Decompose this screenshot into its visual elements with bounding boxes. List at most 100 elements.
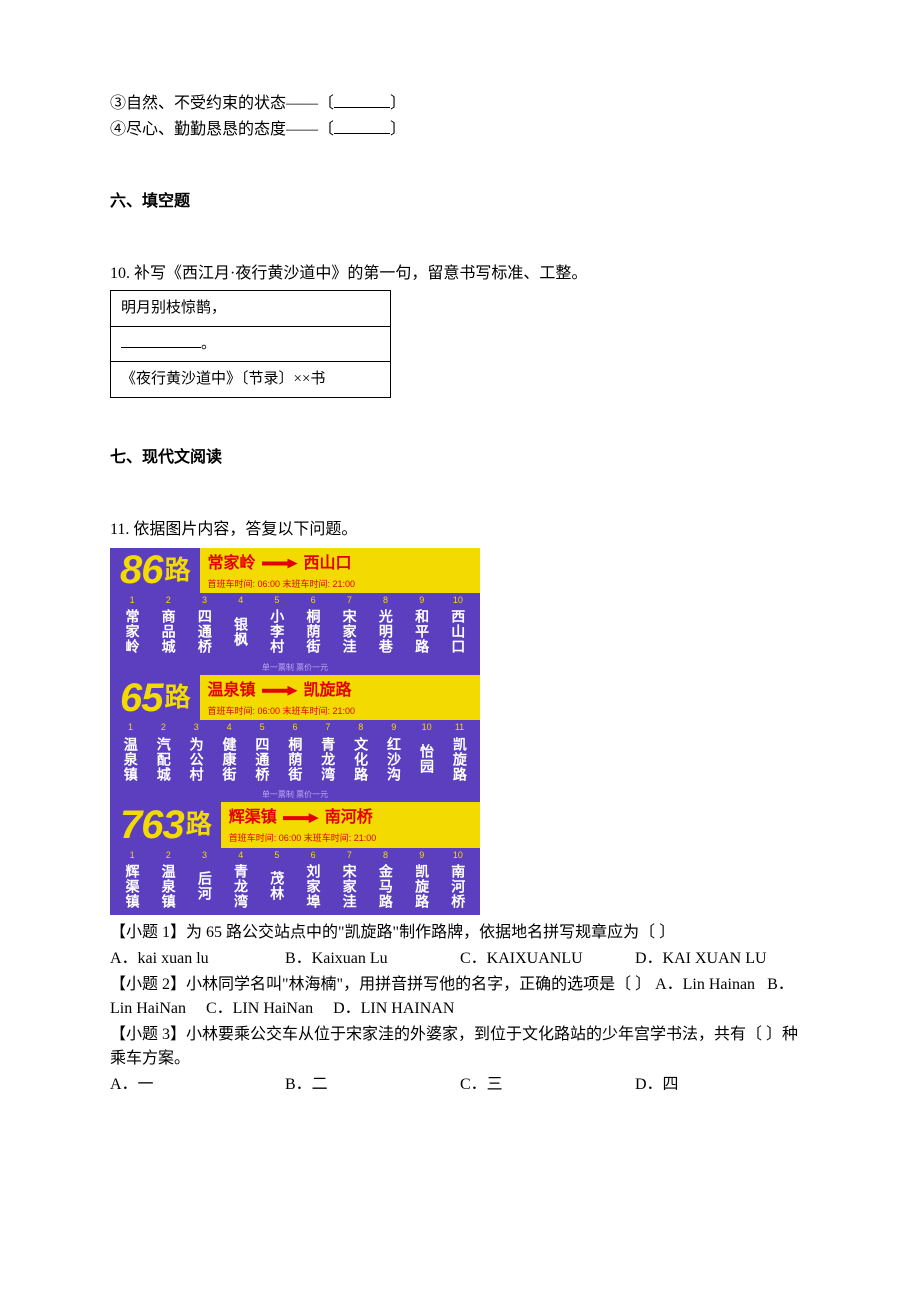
stop-name: 温泉镇 [161, 861, 176, 911]
stop-index: 10 [440, 595, 476, 606]
stop-name: 汽配城 [156, 734, 171, 784]
route-number-box: 65路 [110, 675, 200, 721]
stop-name: 后河 [197, 861, 212, 911]
stop-item: 3后河 [186, 850, 222, 912]
stop-index: 5 [259, 595, 295, 606]
stop-name: 小李村 [270, 607, 285, 657]
section-7-title: 七、现代文阅读 [110, 446, 810, 470]
stop-item: 6刘家埠 [295, 850, 331, 912]
stop-name: 光明巷 [378, 607, 393, 657]
stop-item: 3为公村 [180, 722, 213, 784]
sub-q1-c[interactable]: C．KAIXUANLU [460, 947, 635, 971]
stop-index: 6 [279, 722, 312, 733]
route-header-right: 温泉镇凯旋路首班车时间: 06:00 末班车时间: 21:00 [200, 675, 480, 721]
stop-item: 6桐荫街 [279, 722, 312, 784]
stop-index: 9 [404, 850, 440, 861]
stop-item: 2汽配城 [147, 722, 180, 784]
route-lu: 路 [186, 805, 211, 844]
blank-4[interactable] [334, 118, 390, 134]
route-lu: 路 [165, 551, 190, 590]
route-card-65: 65路温泉镇凯旋路首班车时间: 06:00 末班车时间: 21:00 1温泉镇2汽… [110, 675, 480, 802]
stop-name: 桐荫街 [288, 734, 303, 784]
stop-index: 3 [186, 850, 222, 861]
sub-q1-stem: 【小题 1】为 65 路公交站点中的"凯旋路"制作路牌，依据地名拼写规章应为〔 … [110, 921, 810, 945]
stop-name: 红沙沟 [386, 734, 401, 784]
stop-name: 健康街 [222, 734, 237, 784]
stop-name: 宋家洼 [342, 861, 357, 911]
route-to: 凯旋路 [304, 679, 352, 703]
route-header-right: 常家岭西山口首班车时间: 06:00 末班车时间: 21:00 [200, 548, 480, 594]
sub-q3-b[interactable]: B．二 [285, 1073, 460, 1097]
stop-item: 7青龙湾 [311, 722, 344, 784]
stop-name: 刘家埠 [306, 861, 321, 911]
item-4-text: ④尽心、勤勤恳恳的态度——〔 [110, 121, 334, 138]
route-time: 首班车时间: 06:00 末班车时间: 21:00 [208, 578, 472, 592]
item-4-end: 〕 [390, 121, 406, 138]
poem-blank[interactable] [121, 334, 201, 348]
stop-index: 1 [114, 722, 147, 733]
fare-strip: 单一票制 票价一元 [110, 788, 480, 802]
stop-index: 2 [150, 850, 186, 861]
sub-q3: 【小题 3】小林要乘公交车从位于宋家洼的外婆家，到位于文化路站的少年宫学书法，共… [110, 1023, 810, 1097]
sub-q3-d[interactable]: D．四 [635, 1073, 810, 1097]
stop-item: 7宋家洼 [331, 595, 367, 657]
route-destination: 温泉镇凯旋路 [208, 679, 472, 703]
sub-q2-a[interactable]: A．Lin Hainan [655, 976, 755, 993]
route-time: 首班车时间: 06:00 末班车时间: 21:00 [229, 832, 472, 846]
stop-item: 9和平路 [404, 595, 440, 657]
stops-row: 1常家岭2商品城3四通桥4银枫5小李村6桐荫街7宋家洼8光明巷9和平路10西山口 [110, 593, 480, 661]
stop-index: 3 [186, 595, 222, 606]
stop-item: 4银枫 [223, 595, 259, 657]
stop-item: 2商品城 [150, 595, 186, 657]
route-number-box: 763路 [110, 802, 221, 848]
sub-q3-c[interactable]: C．三 [460, 1073, 635, 1097]
stop-item: 8光明巷 [367, 595, 403, 657]
q11-stem: 11. 依据图片内容，答复以下问题。 [110, 518, 810, 542]
route-card-86: 86路常家岭西山口首班车时间: 06:00 末班车时间: 21:001常家岭2商… [110, 548, 480, 675]
route-from: 辉渠镇 [229, 806, 277, 830]
sub-q2-c[interactable]: C．LIN HaiNan [206, 1000, 313, 1017]
stop-item: 1常家岭 [114, 595, 150, 657]
stop-item: 10西山口 [440, 595, 476, 657]
stop-item: 10南河桥 [440, 850, 476, 912]
stop-name: 四通桥 [255, 734, 270, 784]
stop-name: 商品城 [161, 607, 176, 657]
arrow-icon [262, 559, 298, 569]
stop-item: 4健康街 [213, 722, 246, 784]
stop-index: 2 [147, 722, 180, 733]
poem-row-2: 。 [111, 326, 391, 362]
stop-name: 青龙湾 [233, 861, 248, 911]
route-number: 763 [120, 805, 184, 845]
stop-index: 5 [246, 722, 279, 733]
route-destination: 常家岭西山口 [208, 552, 472, 576]
poem-table: 明月别枝惊鹊， 。 《夜行黄沙道中》〔节录〕××书 [110, 290, 391, 398]
item-3-text: ③自然、不受约束的状态——〔 [110, 95, 334, 112]
stop-name: 文化路 [353, 734, 368, 784]
route-card-763: 763路辉渠镇南河桥首班车时间: 06:00 末班车时间: 21:00 1 辉渠镇 2… [110, 802, 480, 915]
route-number: 65 [120, 678, 163, 718]
stop-item: 10怡园 [410, 722, 443, 784]
stop-index: 9 [377, 722, 410, 733]
stop-item: 3四通桥 [186, 595, 222, 657]
stop-name: 银枫 [233, 607, 248, 657]
sub-q3-stem: 【小题 3】小林要乘公交车从位于宋家洼的外婆家，到位于文化路站的少年宫学书法，共… [110, 1023, 810, 1071]
poem-row-2-end: 。 [201, 336, 216, 352]
route-destination: 辉渠镇南河桥 [229, 806, 472, 830]
sub-q3-a[interactable]: A．一 [110, 1073, 285, 1097]
stop-index: 1 [114, 850, 150, 861]
route-header-right: 辉渠镇南河桥首班车时间: 06:00 末班车时间: 21:00 [221, 802, 480, 848]
stop-name: 青龙湾 [321, 734, 336, 784]
stop-index: 7 [331, 595, 367, 606]
sub-q2-d[interactable]: D．LIN HAINAN [333, 1000, 454, 1017]
poem-row-3: 《夜行黄沙道中》〔节录〕××书 [111, 362, 391, 398]
stop-item: 4青龙湾 [223, 850, 259, 912]
sub-q1-b[interactable]: B．Kaixuan Lu [285, 947, 460, 971]
stop-index: 4 [223, 595, 259, 606]
sub-q1: 【小题 1】为 65 路公交站点中的"凯旋路"制作路牌，依据地名拼写规章应为〔 … [110, 921, 810, 971]
sub-q1-a[interactable]: A．kai xuan lu [110, 947, 285, 971]
arrow-icon [283, 813, 319, 823]
stop-item: 1温泉镇 [114, 722, 147, 784]
sub-q1-d[interactable]: D．KAI XUAN LU [635, 947, 810, 971]
stop-index: 9 [404, 595, 440, 606]
blank-3[interactable] [334, 92, 390, 108]
